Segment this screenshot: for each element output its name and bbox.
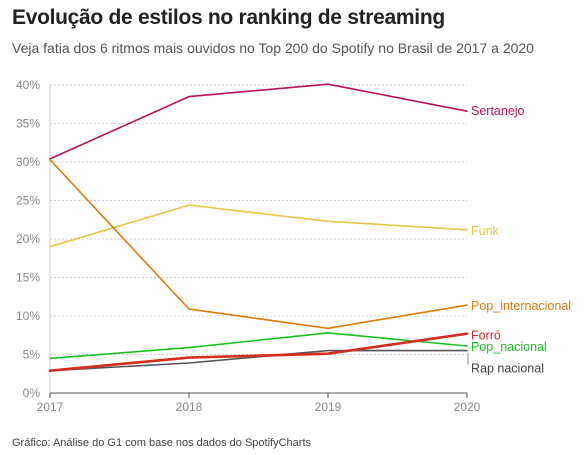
series-line-pop-nacional — [49, 332, 468, 360]
chart-source-note: Gráfico: Análise do G1 com base nos dado… — [12, 437, 311, 449]
chart-title: Evolução de estilos no ranking de stream… — [12, 6, 445, 29]
axes: 0% 5% 10% 15% 20% 25% 30% 35% 40% 2017 2018 2019 202… — [16, 78, 481, 414]
series-label-rap-nacional: Rap nacional — [471, 362, 544, 376]
y-tick-label: 15% — [16, 271, 40, 285]
series-line-sertanejo — [49, 83, 468, 160]
series-labels: Sertanejo Funk Pop_internacional ForróPop_n… — [467, 104, 571, 376]
series-label-pop-nacional: Pop_nacional — [471, 340, 547, 354]
x-tick-label: 2020 — [454, 400, 481, 414]
y-tick-label: 20% — [16, 232, 40, 246]
series-label-pop-internacional: Pop_internacional — [471, 299, 571, 313]
y-tick-label: 10% — [16, 309, 40, 323]
series-label-forr-: Forró — [471, 329, 501, 343]
y-tick-label: 25% — [16, 194, 40, 208]
y-tick-label: 5% — [23, 348, 41, 362]
series-label-sertanejo: Sertanejo — [471, 104, 525, 118]
y-tick-label: 30% — [16, 155, 40, 169]
y-tick-label: 40% — [16, 78, 40, 92]
series-label-funk: Funk — [471, 224, 500, 238]
y-tick-label: 35% — [16, 117, 40, 131]
series-lines — [48, 83, 469, 373]
x-tick-label: 2017 — [37, 400, 64, 414]
x-tick-label: 2019 — [315, 400, 342, 414]
series-line-forr- — [48, 332, 469, 373]
chart-subtitle: Veja fatia dos 6 ritmos mais ouvidos no … — [12, 40, 534, 56]
y-tick-label: 0% — [23, 386, 41, 400]
grid-lines — [50, 84, 467, 355]
series-line-pop-internacional — [49, 158, 468, 330]
x-tick-label: 2018 — [176, 400, 203, 414]
series-line-funk — [49, 204, 468, 248]
